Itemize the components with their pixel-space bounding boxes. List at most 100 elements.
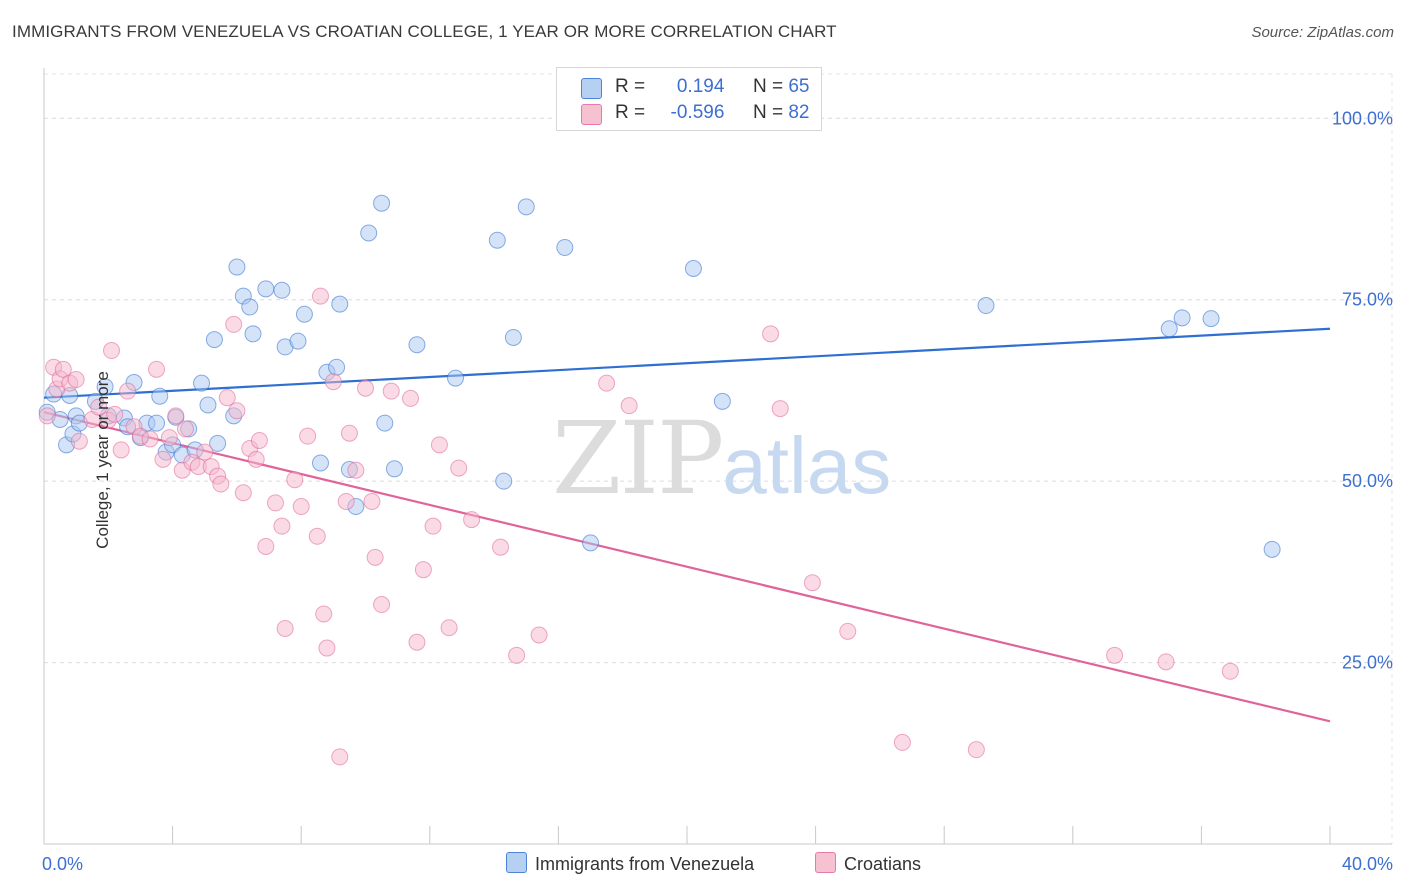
- x-tick-label: 40.0%: [1342, 854, 1393, 874]
- point-croatians: [440, 619, 458, 637]
- point-croatians: [1106, 646, 1124, 664]
- point-croatians: [67, 371, 85, 389]
- r-value: 0.194: [676, 76, 725, 97]
- point-croatians: [234, 484, 252, 502]
- point-venezuela: [385, 460, 403, 478]
- point-croatians: [266, 494, 284, 512]
- point-croatians: [1221, 662, 1239, 680]
- legend-label-croatians: Croatians: [844, 854, 922, 874]
- point-croatians: [598, 374, 616, 392]
- point-croatians: [154, 450, 172, 468]
- trend-line-venezuela: [43, 327, 1331, 399]
- x-tick-labels: 0.0% 40.0%: [42, 854, 1393, 874]
- point-croatians: [160, 429, 178, 447]
- point-croatians: [257, 537, 275, 555]
- point-venezuela: [713, 392, 731, 410]
- point-croatians: [893, 733, 911, 751]
- legend-swatch-croatians: [581, 104, 602, 125]
- point-croatians: [273, 517, 291, 535]
- n-value: 82: [788, 102, 810, 123]
- point-croatians: [247, 450, 265, 468]
- point-venezuela: [495, 472, 513, 490]
- correlation-legend: R = 0.194 N = 65 R = -0.596 N = 82: [556, 67, 822, 131]
- legend-text-croatians: R = -0.596 N = 82: [615, 102, 809, 124]
- point-croatians: [357, 379, 374, 397]
- point-croatians: [250, 432, 268, 450]
- point-croatians: [402, 389, 420, 407]
- legend-swatch-croatians: [815, 852, 836, 873]
- bottom-legend-croatians[interactable]: Croatians: [815, 852, 921, 875]
- point-venezuela: [447, 369, 465, 387]
- point-croatians: [530, 626, 548, 644]
- r-value: -0.596: [670, 102, 725, 123]
- point-venezuela: [311, 454, 329, 472]
- point-venezuela: [205, 331, 223, 349]
- point-venezuela: [1263, 540, 1281, 558]
- legend-swatch-venezuela: [581, 78, 602, 99]
- point-croatians: [424, 517, 442, 535]
- point-venezuela: [295, 305, 313, 323]
- point-croatians: [148, 360, 166, 378]
- point-venezuela: [328, 358, 346, 376]
- point-croatians: [225, 315, 243, 333]
- data-points: [38, 194, 1281, 766]
- point-croatians: [299, 427, 317, 445]
- point-croatians: [318, 639, 336, 657]
- point-croatians: [450, 459, 468, 477]
- point-croatians: [141, 430, 159, 448]
- n-value: 65: [788, 76, 810, 97]
- legend-label-venezuela: Immigrants from Venezuela: [535, 854, 755, 874]
- point-croatians: [839, 622, 857, 640]
- point-venezuela: [151, 387, 169, 405]
- point-croatians: [324, 373, 342, 391]
- point-croatians: [382, 382, 400, 400]
- watermark-atlas: atlas: [722, 421, 892, 510]
- point-venezuela: [331, 295, 349, 313]
- point-venezuela: [360, 224, 378, 242]
- point-croatians: [38, 407, 56, 425]
- bottom-legend-venezuela[interactable]: Immigrants from Venezuela: [506, 852, 754, 875]
- point-venezuela: [1202, 310, 1220, 328]
- point-croatians: [363, 492, 381, 510]
- point-croatians: [70, 432, 88, 450]
- point-croatians: [119, 382, 137, 400]
- point-croatians: [340, 424, 358, 442]
- point-croatians: [311, 287, 329, 305]
- point-venezuela: [373, 194, 391, 212]
- point-venezuela: [148, 414, 166, 432]
- r-label: R =: [615, 102, 646, 123]
- point-venezuela: [257, 280, 275, 298]
- point-venezuela: [1160, 320, 1178, 338]
- point-croatians: [106, 405, 124, 423]
- point-croatians: [492, 538, 510, 556]
- y-tick-label: 100.0%: [1332, 108, 1393, 128]
- y-tick-label: 25.0%: [1342, 653, 1393, 673]
- point-croatians: [228, 402, 246, 420]
- point-venezuela: [228, 258, 246, 276]
- point-venezuela: [488, 231, 506, 249]
- point-croatians: [762, 325, 780, 343]
- point-croatians: [54, 360, 72, 378]
- point-croatians: [103, 342, 121, 360]
- point-croatians: [771, 400, 789, 418]
- point-venezuela: [273, 281, 291, 299]
- point-venezuela: [517, 198, 535, 216]
- n-label: N =: [752, 76, 784, 97]
- point-croatians: [292, 498, 310, 516]
- point-venezuela: [504, 328, 522, 346]
- point-croatians: [430, 436, 448, 454]
- point-croatians: [366, 548, 384, 566]
- point-croatians: [967, 741, 985, 759]
- point-croatians: [218, 389, 236, 407]
- point-venezuela: [376, 414, 394, 432]
- point-venezuela: [556, 238, 574, 256]
- point-croatians: [463, 511, 481, 529]
- legend-swatch-venezuela: [506, 852, 527, 873]
- point-croatians: [803, 574, 821, 592]
- n-label: N =: [752, 102, 784, 123]
- point-venezuela: [684, 260, 702, 278]
- point-croatians: [373, 596, 391, 614]
- point-croatians: [347, 461, 365, 479]
- y-tick-label: 50.0%: [1342, 471, 1393, 491]
